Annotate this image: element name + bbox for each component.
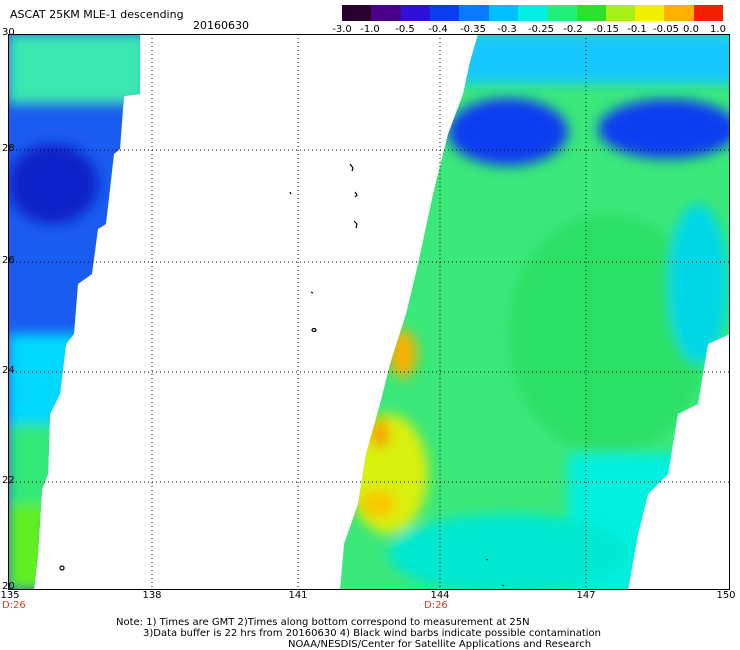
day-marker: D:26	[424, 600, 448, 611]
color-scale-label: -0.3	[497, 24, 517, 35]
latitude-label: 28	[2, 143, 15, 154]
color-scale-label: -1.0	[360, 24, 380, 35]
color-scale-segment	[693, 5, 724, 21]
footer-credit: NOAA/NESDIS/Center for Satellite Applica…	[288, 639, 592, 650]
latitude-label: 20	[2, 581, 15, 592]
color-scale-segment	[605, 5, 636, 21]
color-scale-segment	[342, 5, 372, 21]
longitude-label: 138	[142, 590, 162, 601]
island-outlines	[59, 163, 505, 587]
footer-note-2: 3)Data buffer is 22 hrs from 20160630 4)…	[143, 628, 601, 639]
color-scale-segment	[517, 5, 548, 21]
color-scale-segment	[635, 5, 665, 21]
color-scale-label: -0.2	[563, 24, 583, 35]
color-scale-segment	[429, 5, 460, 21]
color-scale-label: -0.35	[460, 24, 486, 35]
color-scale-label: -0.1	[627, 24, 647, 35]
latitude-label: 26	[2, 255, 15, 266]
color-scale-segment	[400, 5, 430, 21]
color-scale-label: -0.05	[653, 24, 679, 35]
longitude-label: 150	[716, 590, 736, 601]
color-scale-label: -0.4	[428, 24, 448, 35]
color-scale-segment	[488, 5, 518, 21]
graticule	[8, 34, 730, 590]
color-scale-segment	[576, 5, 606, 21]
color-scale-label: -0.25	[528, 24, 554, 35]
latitude-label: 24	[2, 365, 15, 376]
color-scale-label: 1.0	[710, 24, 726, 35]
color-scale-segment	[664, 5, 694, 21]
product-date: 20160630	[193, 19, 249, 32]
swath-map	[8, 34, 730, 590]
longitude-label: 141	[288, 590, 308, 601]
color-scale-segment	[459, 5, 489, 21]
color-scale-label: 0.0	[683, 24, 699, 35]
product-title: ASCAT 25KM MLE-1 descending	[10, 8, 184, 21]
color-scale-label: -3.0	[332, 24, 352, 35]
color-scale-label: -0.5	[395, 24, 415, 35]
color-scale-bar	[342, 5, 724, 21]
footer-note-1: Note: 1) Times are GMT 2)Times along bot…	[116, 617, 530, 628]
longitude-label: 147	[576, 590, 596, 601]
color-scale-segment	[547, 5, 577, 21]
color-scale-label: -0.15	[593, 24, 619, 35]
map-frame	[8, 34, 730, 590]
longitude-label: 135	[0, 590, 20, 601]
latitude-label: 22	[2, 475, 15, 486]
longitude-label: 144	[430, 590, 450, 601]
latitude-label: 30	[2, 27, 15, 38]
color-scale-segment	[371, 5, 401, 21]
day-marker: D:26	[2, 600, 26, 611]
